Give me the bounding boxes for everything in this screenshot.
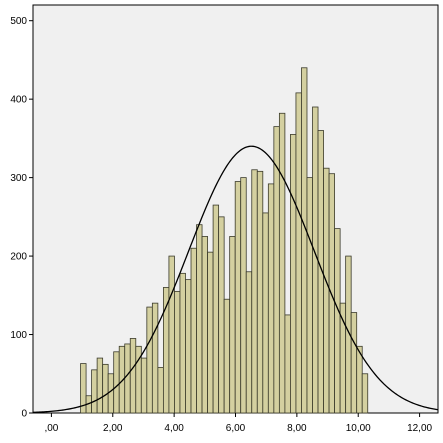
histogram-bars <box>80 67 369 414</box>
histogram-bar <box>306 177 313 414</box>
histogram-bar <box>267 183 275 414</box>
histogram-bar <box>295 92 302 414</box>
histogram-bar <box>334 228 341 414</box>
y-tick-label: 100 <box>10 330 27 341</box>
x-axis: ,00 2,00 4,00 6,00 8,00 10,00 12,00 <box>44 413 433 434</box>
histogram-bar <box>168 255 175 414</box>
histogram-bar <box>212 204 220 414</box>
x-tick-label: 12,00 <box>407 423 432 434</box>
x-tick-label: 2,00 <box>103 423 123 434</box>
histogram-bar <box>284 314 291 414</box>
y-tick-label: 300 <box>10 173 27 184</box>
histogram-bar <box>361 373 369 414</box>
histogram-bar <box>262 212 269 414</box>
histogram-bar <box>323 167 330 414</box>
histogram-bar <box>185 279 192 414</box>
histogram-bar <box>240 177 247 414</box>
histogram-bar <box>256 170 264 414</box>
y-tick-label: 400 <box>10 95 27 106</box>
histogram-bar <box>157 367 164 414</box>
histogram-bar <box>229 236 236 414</box>
histogram-bar <box>223 298 231 414</box>
y-tick-label: 200 <box>10 252 27 263</box>
histogram-bar <box>207 251 214 414</box>
histogram-bar <box>234 181 242 414</box>
histogram-bar <box>179 272 186 414</box>
histogram-bar <box>96 357 104 414</box>
y-tick-label: 500 <box>10 16 27 27</box>
histogram-bar <box>218 216 225 414</box>
histogram-bar <box>196 224 203 414</box>
histogram-bar <box>113 351 120 414</box>
y-axis: 0 100 200 300 400 500 <box>10 16 33 420</box>
histogram-bar <box>201 236 208 414</box>
histogram-bar <box>245 271 253 414</box>
histogram-bar <box>251 169 258 414</box>
histogram-bar <box>124 343 131 414</box>
normal-curve <box>32 145 439 414</box>
x-tick-label: 10,00 <box>346 423 371 434</box>
histogram-bar <box>107 373 115 414</box>
histogram-bar <box>174 290 181 414</box>
histogram-bar <box>328 173 336 414</box>
histogram-bar <box>350 312 358 414</box>
histogram-bar <box>151 302 159 414</box>
histogram-bar <box>278 112 286 414</box>
histogram-bar <box>102 363 109 414</box>
histogram-bar <box>146 306 153 414</box>
histogram-bar <box>301 67 308 414</box>
y-tick-label: 0 <box>21 409 27 420</box>
histogram-bar <box>91 369 98 414</box>
histogram-bar <box>290 134 297 414</box>
histogram-bar <box>80 363 87 414</box>
x-tick-label: 8,00 <box>287 423 307 434</box>
histogram-bar <box>356 345 363 414</box>
histogram-bar <box>140 357 148 414</box>
x-tick-label: 4,00 <box>164 423 184 434</box>
x-tick-label: ,00 <box>44 423 58 434</box>
histogram-bar <box>129 338 137 414</box>
x-tick-label: 6,00 <box>226 423 246 434</box>
histogram-bar <box>190 247 197 414</box>
